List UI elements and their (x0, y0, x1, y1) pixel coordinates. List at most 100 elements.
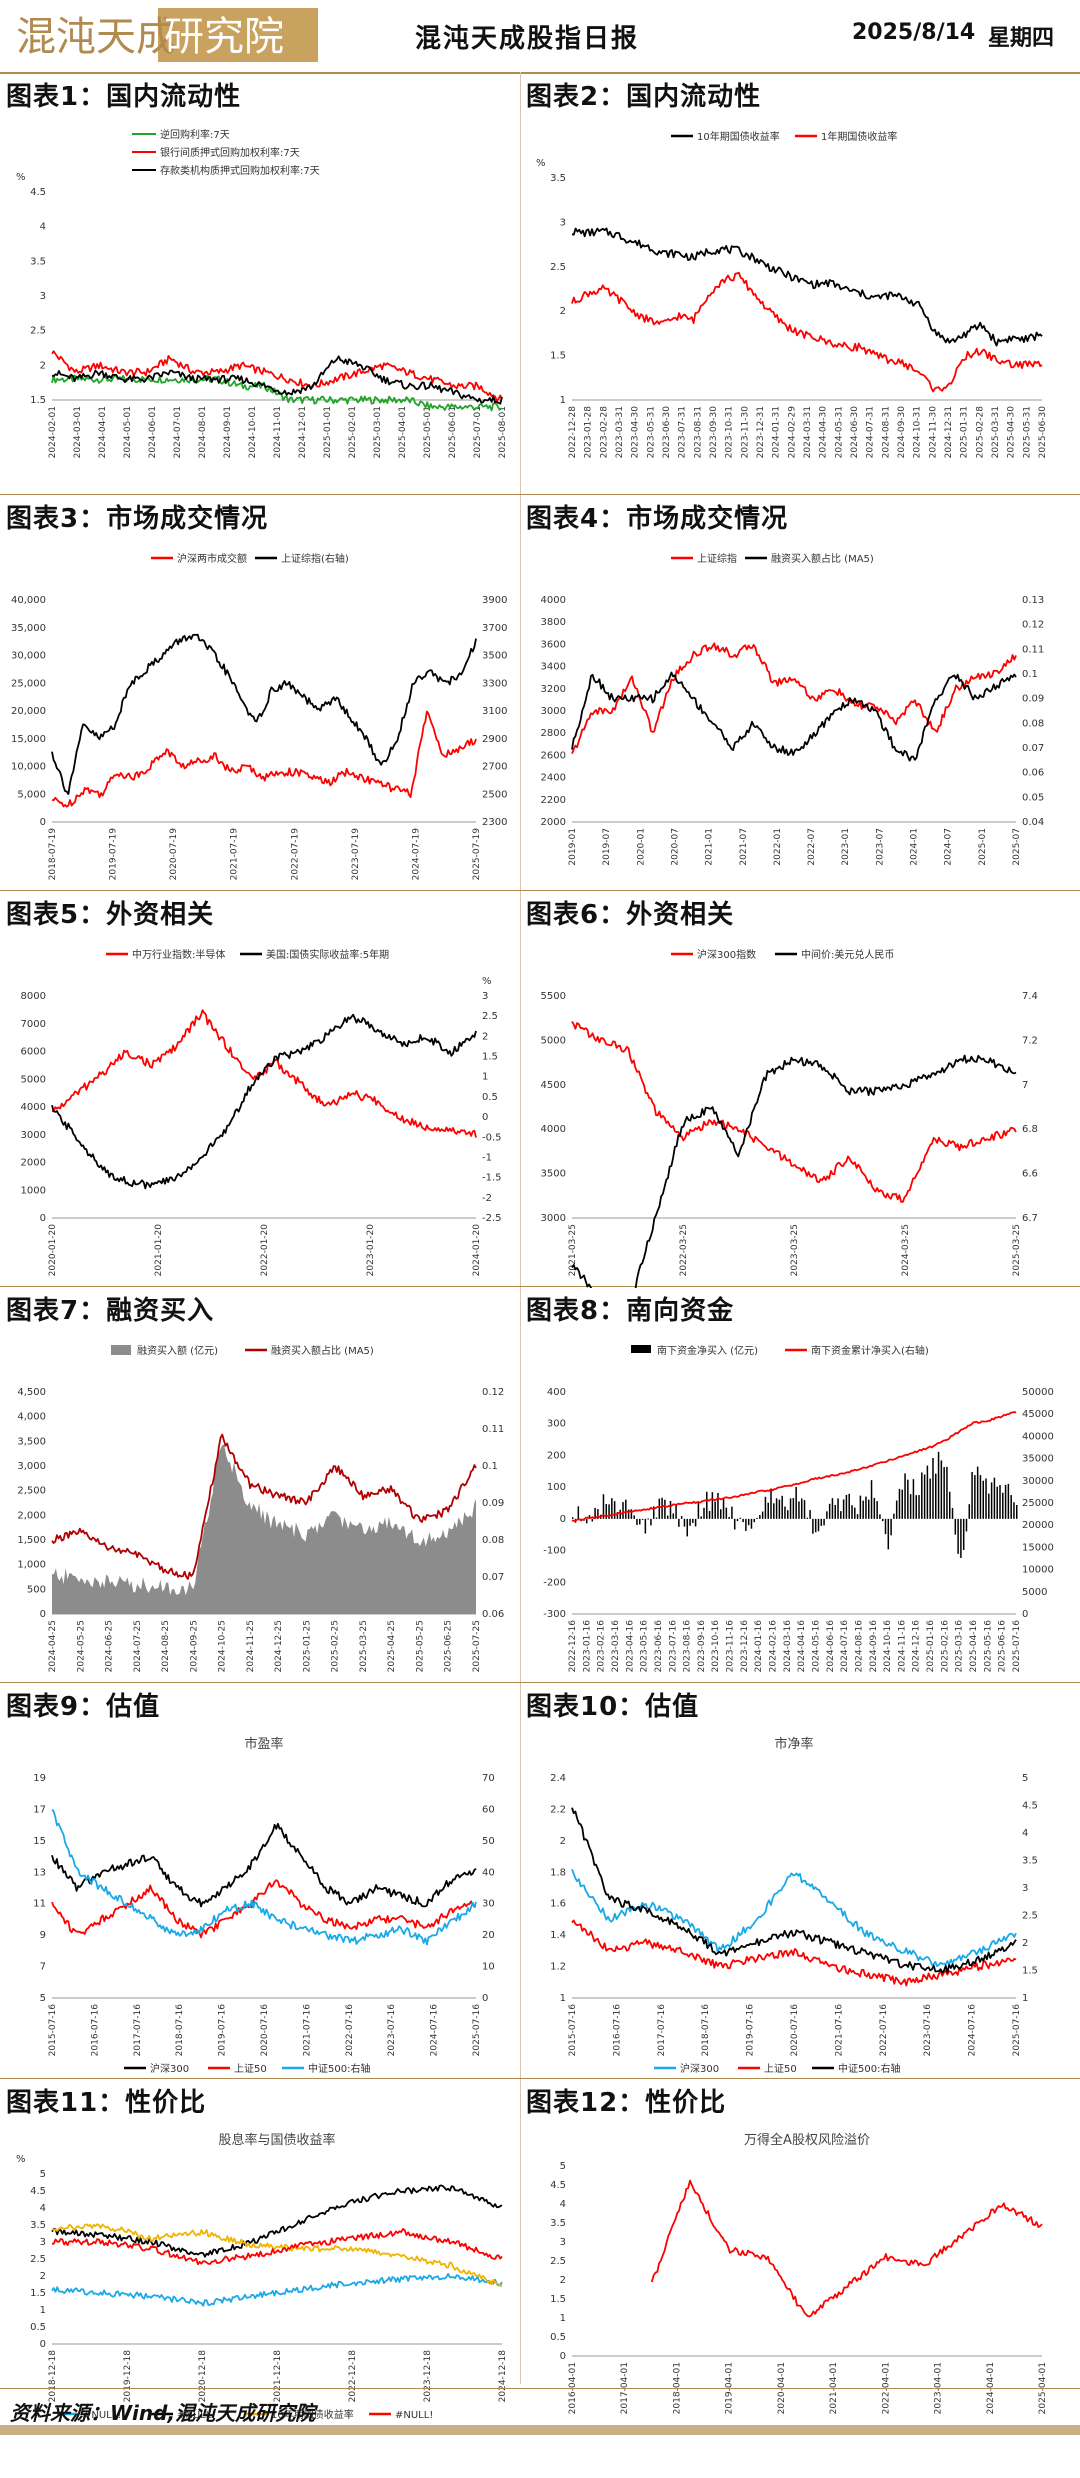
chart-2: 10年期国债收益率 1年期国债收益率 1 1.5 2 2.5 3 3.5% 2022-12-28… (536, 130, 1048, 459)
y-tick-label: 0 (40, 1609, 46, 1620)
footer-bar (0, 2425, 1080, 2435)
series-line (571, 1054, 1017, 1288)
bar (1004, 1484, 1007, 1519)
y-tick-label: 2 (40, 360, 46, 371)
x-tick-label: 2023-03-25 (790, 1224, 800, 1276)
x-tick-label: 2024-04-30 (819, 406, 829, 459)
bar (1013, 1502, 1015, 1519)
bar (999, 1485, 1001, 1519)
bar (613, 1501, 616, 1519)
y-tick-label: 3000 (21, 1130, 46, 1141)
y-tick-label: 4000 (541, 595, 566, 606)
y2-tick-label: 0 (482, 1993, 488, 2004)
series-line (51, 1822, 477, 1908)
chart-title: 图表8：南向资金 (526, 1296, 735, 1326)
bar (976, 1466, 979, 1519)
x-tick-label: 2024-06-30 (850, 406, 860, 459)
bar (720, 1509, 722, 1519)
bar (800, 1498, 803, 1519)
bar (619, 1509, 621, 1519)
bar (926, 1465, 929, 1519)
bar (982, 1480, 984, 1519)
x-tick-label: 2025-07 (1012, 828, 1022, 866)
x-tick-label: 2025-07-16 (1012, 2004, 1022, 2057)
bar (602, 1494, 605, 1519)
x-tick-label: 2025-07-01 (473, 406, 483, 458)
bar (912, 1479, 915, 1519)
y2-tick-label: 30 (482, 1899, 495, 1910)
x-tick-label: 2025-01-25 (302, 1620, 312, 1672)
x-tick-label: 2025-02-25 (331, 1620, 341, 1672)
y2-tick-label: 25000 (1022, 1498, 1054, 1509)
x-tick-label: 2019-01 (568, 828, 578, 866)
bar (929, 1478, 931, 1519)
bar (795, 1486, 797, 1519)
x-tick-label: 2023-05-31 (646, 406, 656, 458)
x-tick-label: 2023-10-31 (725, 406, 735, 458)
x-tick-label: 2023-01-28 (584, 406, 594, 459)
y2-tick-label: 2500 (482, 789, 507, 800)
y-tick-label: 2600 (541, 750, 566, 761)
x-tick-label: 2018-07-19 (48, 828, 58, 881)
x-tick-label: 2024-11-16 (897, 1620, 907, 1673)
legend-label: 南下资金净买入 (亿元) (657, 1344, 758, 1357)
x-tick-label: 2024-05-01 (123, 406, 133, 458)
bar (837, 1498, 839, 1519)
bar (680, 1516, 683, 1519)
chart-8: 南下资金净买入 (亿元) 南下资金累计净买入(右轴) -300 -200 -100 0 10… (543, 1344, 1054, 1673)
bar (689, 1518, 691, 1526)
y2-tick-label: 10 (482, 1962, 495, 1973)
bar (694, 1518, 697, 1527)
bar (747, 1518, 750, 1526)
x-tick-label: 2018-07-16 (701, 2004, 711, 2057)
x-tick-label: 2024-04-25 (48, 1620, 58, 1672)
y2-tick-label: 50 (482, 1836, 495, 1847)
bar (798, 1501, 800, 1519)
bar (588, 1515, 591, 1519)
series-line (571, 1411, 1017, 1522)
bar (641, 1518, 644, 1520)
y-tick-label: 20,000 (11, 706, 46, 717)
y-tick-label: 4.5 (30, 187, 46, 198)
bar (993, 1477, 996, 1519)
x-tick-label: 2020-07 (670, 828, 680, 866)
x-tick-label: 2024-07-19 (411, 828, 421, 881)
bar (935, 1473, 937, 1519)
bar (686, 1518, 688, 1537)
x-tick-label: 2024-08-16 (854, 1620, 864, 1673)
x-tick-label: 2025-04-30 (1007, 406, 1017, 459)
x-tick-label: 2025-01-16 (926, 1620, 936, 1673)
bar (854, 1507, 856, 1519)
bar (728, 1516, 730, 1519)
bar (943, 1467, 945, 1519)
x-tick-label: 2024-03-01 (73, 406, 83, 458)
y-tick-label: 1.4 (550, 1930, 566, 1941)
x-tick-label: 2025-08-01 (498, 406, 508, 458)
y2-tick-label: 0.09 (1022, 694, 1044, 705)
x-tick-label: 2021-07-19 (230, 828, 240, 881)
x-tick-label: 2019-07-16 (218, 2004, 228, 2057)
y2-tick-label: 0.13 (1022, 595, 1044, 606)
y2-tick-label: 2 (482, 1031, 488, 1042)
y-tick-label: 0 (560, 1514, 566, 1525)
y-tick-label: 1,000 (17, 1560, 46, 1571)
y2-tick-label: 45000 (1022, 1409, 1054, 1420)
bar (773, 1503, 775, 1519)
x-tick-label: 2025-03-25 (359, 1620, 369, 1672)
bar (714, 1501, 716, 1519)
legend-label: #NULL! (395, 2410, 433, 2421)
y-tick-label: 1.5 (550, 351, 566, 362)
y2-tick-label: -1.5 (482, 1173, 502, 1184)
y-tick-label: 300 (547, 1419, 566, 1430)
y-tick-label: -100 (543, 1546, 566, 1557)
report-weekday: 星期四 (988, 26, 1055, 51)
series-line (51, 1809, 477, 1946)
x-tick-label: 2024-07-16 (430, 2004, 440, 2057)
series-line (51, 2184, 503, 2258)
legend-label: 南下资金累计净买入(右轴) (811, 1344, 929, 1357)
y2-tick-label: 20 (482, 1930, 495, 1941)
chart-title: 图表1：国内流动性 (6, 82, 242, 112)
chart-12: 万得全A股权风险溢价00.511.522.533.544.552016-04-0… (550, 2132, 1048, 2414)
y-tick-label: 2400 (541, 773, 566, 784)
bar (957, 1518, 959, 1554)
